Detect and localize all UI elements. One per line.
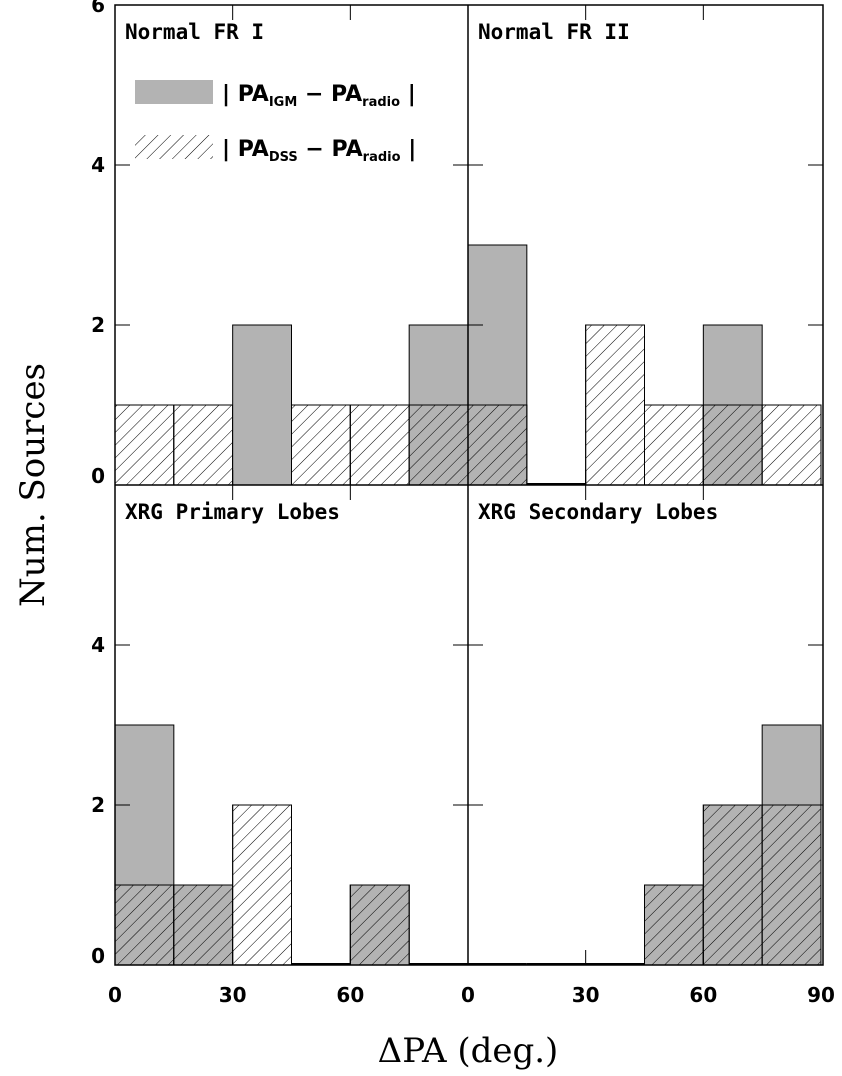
bar-dss (702, 804, 763, 966)
x-tick-label: 90 (807, 983, 835, 1007)
legend-text-part: − PA (297, 82, 362, 107)
bar-dss (173, 884, 234, 966)
y-axis-title: Num. Sources (13, 363, 53, 607)
legend-subscript: IGM (269, 95, 297, 110)
legend-swatch-igm (135, 80, 213, 104)
legend-text-part: | (401, 137, 417, 162)
legend-label-igm: | PAIGM − PAradio | (222, 82, 416, 110)
legend-text-part: | PA (222, 82, 269, 107)
legend-text-part: − PA (298, 137, 363, 162)
y-tick-label: 2 (91, 793, 105, 817)
legend: | PAIGM − PAradio || PADSS − PAradio | (135, 80, 416, 165)
x-tick-label: 0 (108, 983, 122, 1007)
legend-subscript: DSS (269, 150, 298, 165)
bar-dss (114, 404, 175, 486)
bar-dss (761, 804, 822, 966)
y-tick-label: 0 (91, 464, 105, 488)
y-tick-label: 6 (91, 0, 105, 17)
bar-dss (644, 404, 704, 486)
panel-3: XRG Primary Lobes (114, 500, 468, 966)
bar-dss (291, 404, 351, 486)
bar-dss (114, 884, 175, 966)
panel-4: XRG Secondary Lobes (468, 500, 822, 966)
panel-title: Normal FR I (125, 20, 264, 44)
legend-subscript: radio (363, 150, 401, 165)
legend-swatch-dss (135, 135, 213, 159)
bar-dss (467, 404, 528, 486)
panel-1: Normal FR I (114, 20, 469, 486)
panel-title: Normal FR II (478, 20, 630, 44)
bar-dss (173, 404, 234, 486)
legend-text-part: | PA (222, 137, 269, 162)
panels-layer: Normal FR I Normal FR II XRG Primary Lobes… (114, 20, 822, 966)
y-tick-label: 0 (91, 944, 105, 968)
y-tick-label: 2 (91, 313, 105, 337)
bar-dss (585, 324, 646, 486)
bar-dss (408, 404, 469, 486)
legend-text-part: | (400, 82, 416, 107)
bar-dss (761, 404, 822, 486)
x-tick-label: 60 (336, 983, 364, 1007)
legend-subscript: radio (362, 95, 400, 110)
x-tick-label: 0 (461, 983, 475, 1007)
bar-dss (232, 804, 293, 966)
legend-label-dss: | PADSS − PAradio | (222, 137, 416, 165)
panel-title: XRG Secondary Lobes (478, 500, 718, 524)
panel-title: XRG Primary Lobes (125, 500, 340, 524)
y-tick-label: 4 (91, 633, 105, 657)
bar-dss (349, 884, 410, 966)
x-axis-title: ΔPA (deg.) (378, 1031, 559, 1071)
frame-layer (114, 4, 824, 966)
x-tick-label: 60 (689, 983, 717, 1007)
bar-igm (232, 324, 293, 486)
x-tick-label: 30 (219, 983, 247, 1007)
bar-dss (349, 404, 410, 486)
bar-dss (702, 404, 763, 486)
x-tick-label: 30 (572, 983, 600, 1007)
bar-dss (644, 884, 704, 966)
panel-2: Normal FR II (467, 20, 822, 486)
y-tick-label: 4 (91, 153, 105, 177)
